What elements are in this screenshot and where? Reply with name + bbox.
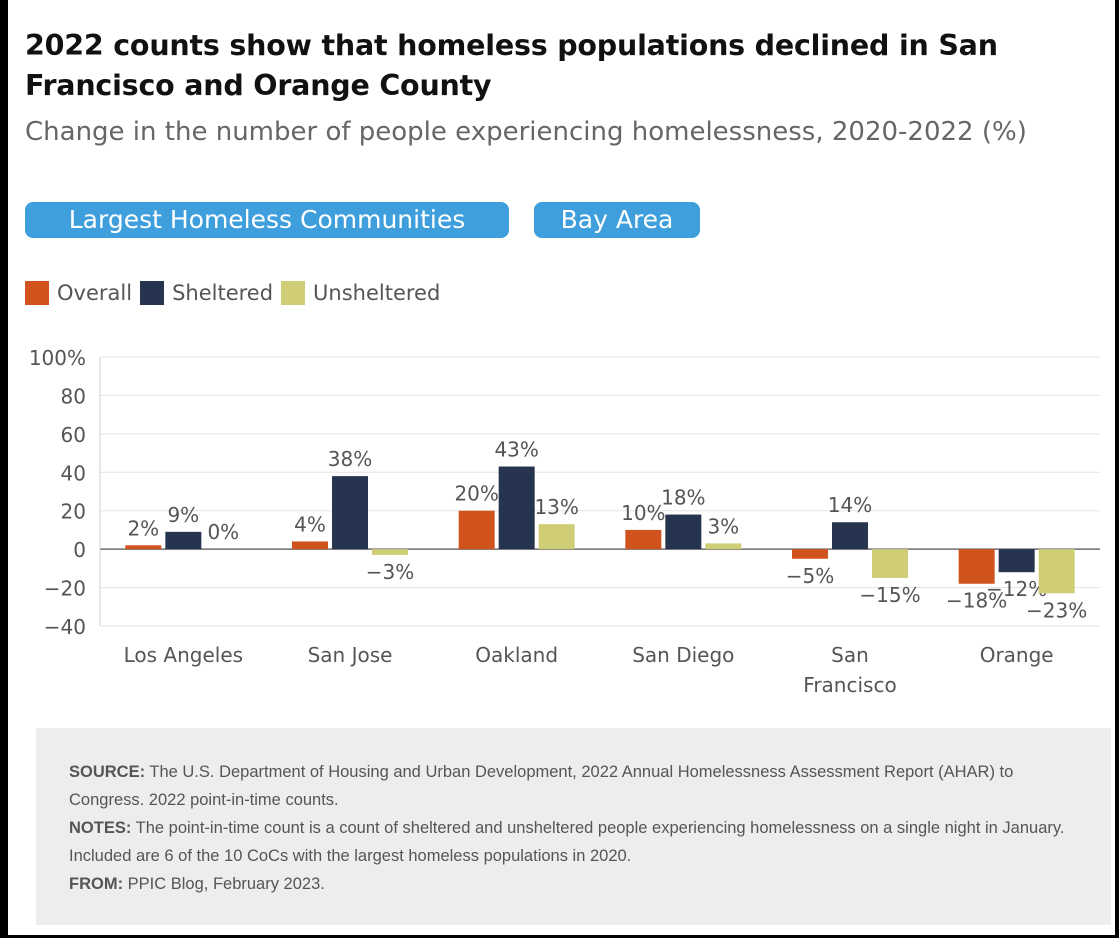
data-label: 14% — [828, 493, 872, 517]
x-tick-label: Los Angeles — [124, 643, 243, 667]
bar-overall — [958, 549, 995, 584]
legend-item-overall[interactable]: Overall — [25, 281, 132, 305]
data-label: −15% — [859, 583, 920, 607]
bar-unsheltered — [872, 549, 908, 578]
source-label: SOURCE: — [69, 763, 146, 781]
notes-note: NOTES: The point-in-time count is a coun… — [69, 814, 1079, 870]
bar-overall — [792, 549, 828, 559]
data-label: 0% — [207, 520, 239, 544]
bar-sheltered — [998, 549, 1035, 573]
y-tick-label: −20 — [44, 577, 86, 601]
data-label: 9% — [167, 503, 199, 527]
data-label: −3% — [366, 560, 415, 584]
bar-overall — [625, 529, 662, 550]
source-note: SOURCE: The U.S. Department of Housing a… — [69, 758, 1079, 814]
bar-unsheltered — [538, 524, 575, 550]
legend-swatch-overall — [25, 281, 49, 305]
bar-sheltered — [165, 531, 202, 550]
data-label: −18% — [946, 589, 1007, 613]
legend-swatch-sheltered — [140, 281, 165, 305]
y-tick-label: 100% — [29, 346, 86, 370]
y-tick-label: 60 — [61, 423, 86, 447]
notes-panel: SOURCE: The U.S. Department of Housing a… — [36, 728, 1111, 925]
tab-largest-homeless-communities[interactable]: Largest Homeless Communities — [25, 202, 509, 238]
x-tick-label: San Diego — [632, 643, 734, 667]
from-note: FROM: PPIC Blog, February 2023. — [69, 870, 1079, 898]
x-tick-label: San Jose — [308, 643, 393, 667]
bar-sheltered — [498, 466, 535, 550]
legend-item-unsheltered[interactable]: Unsheltered — [281, 281, 440, 305]
bar-overall — [125, 545, 162, 550]
x-tick-label: Francisco — [803, 673, 896, 697]
legend-item-sheltered[interactable]: Sheltered — [140, 281, 273, 305]
chart-legend: Overall Sheltered Unsheltered — [25, 280, 448, 306]
from-text: PPIC Blog, February 2023. — [123, 875, 325, 893]
data-label: 13% — [534, 495, 578, 519]
bar-overall — [458, 510, 495, 550]
data-label: 20% — [454, 482, 498, 506]
from-label: FROM: — [69, 875, 124, 893]
bar-sheltered — [332, 476, 368, 550]
x-tick-label: Oakland — [475, 643, 558, 667]
bar-sheltered — [832, 522, 868, 550]
x-tick-label: Orange — [980, 643, 1054, 667]
chart-title: 2022 counts show that homeless populatio… — [25, 29, 998, 102]
notes-label: NOTES: — [69, 819, 132, 837]
data-label: −12% — [986, 577, 1047, 601]
data-label: 3% — [707, 514, 739, 538]
y-tick-label: 40 — [61, 461, 86, 485]
bar-chart: 100% 80 60 40 20 0 −20 −40 2% 9% 0% Los Angeles 4% 38… — [29, 346, 1100, 697]
bar-unsheltered — [1038, 549, 1075, 594]
legend-label-sheltered: Sheltered — [172, 281, 274, 305]
bar-unsheltered — [372, 549, 408, 555]
legend-swatch-unsheltered — [281, 281, 306, 305]
data-label: 4% — [294, 512, 326, 536]
bar-sheltered — [665, 514, 702, 550]
y-tick-label: 0 — [73, 538, 86, 562]
y-tick-label: −40 — [44, 615, 86, 639]
bar-overall — [292, 541, 328, 550]
legend-label-overall: Overall — [57, 281, 133, 305]
legend-label-unsheltered: Unsheltered — [313, 281, 441, 305]
data-label: −23% — [1026, 598, 1087, 622]
data-label: −5% — [786, 564, 835, 588]
data-label: 43% — [494, 438, 538, 462]
data-label: 38% — [328, 447, 372, 471]
data-label: 2% — [127, 516, 159, 540]
x-tick-label: San — [831, 643, 869, 667]
notes-text: The point-in-time count is a count of sh… — [69, 819, 1065, 865]
data-label: 10% — [621, 501, 665, 525]
source-text: The U.S. Department of Housing and Urban… — [69, 763, 1014, 809]
chart-card: 2022 counts show that homeless populatio… — [8, 0, 1115, 935]
bar-unsheltered — [705, 543, 742, 550]
data-label: 18% — [661, 486, 705, 510]
chart-subtitle: Change in the number of people experienc… — [25, 117, 1027, 147]
y-tick-label: 20 — [61, 500, 86, 524]
tab-bay-area[interactable]: Bay Area — [534, 202, 700, 238]
y-tick-label: 80 — [61, 384, 86, 408]
